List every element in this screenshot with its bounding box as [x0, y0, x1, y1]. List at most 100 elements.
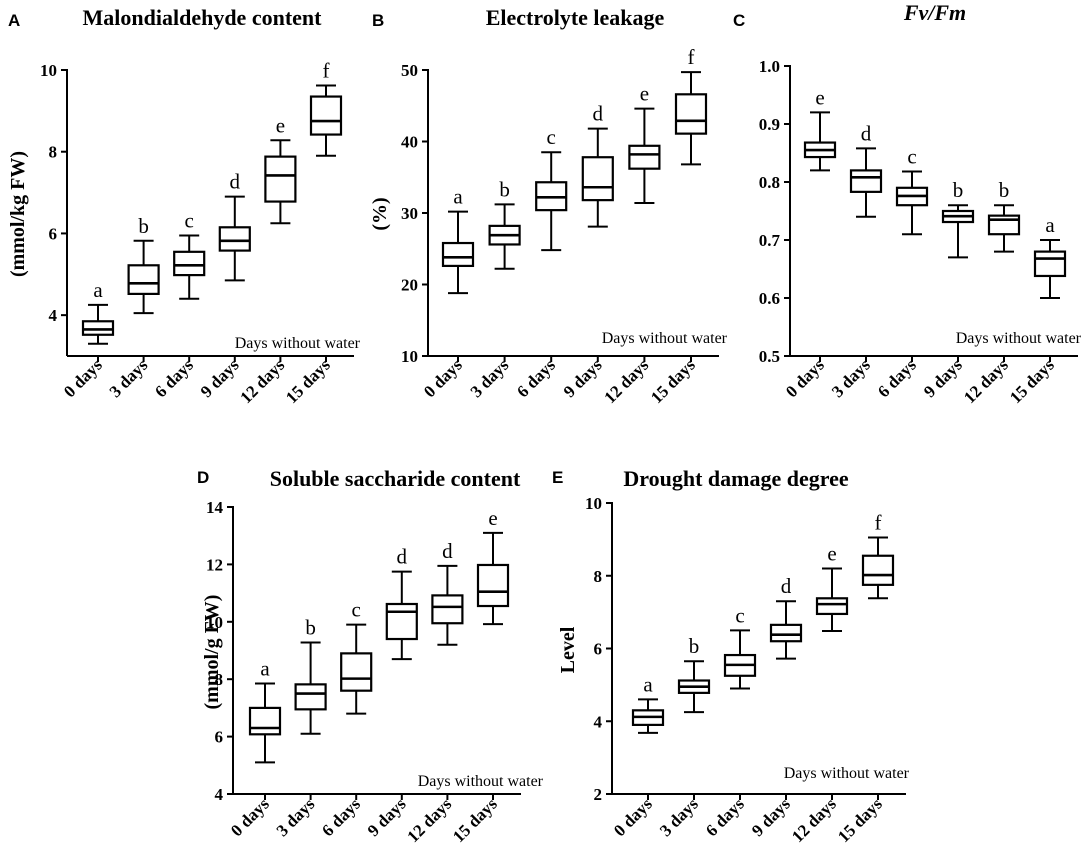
- box-6-days: c: [173, 208, 206, 300]
- significance-letter: f: [688, 45, 695, 69]
- significance-letter: b: [305, 615, 316, 639]
- box-3-days: b: [294, 615, 327, 735]
- iqr-box: [173, 250, 206, 277]
- x-tick-label: 6 days: [874, 355, 920, 401]
- iqr-box: [861, 554, 895, 586]
- panel-letter: C: [733, 11, 745, 30]
- significance-letter: d: [861, 121, 872, 145]
- x-axis-note: Days without water: [784, 765, 910, 782]
- significance-letter: b: [138, 214, 149, 238]
- x-tick-label: 0 days: [60, 355, 106, 401]
- panel-letter: D: [197, 468, 209, 487]
- box-9-days: d: [385, 545, 418, 661]
- box-9-days: b: [941, 178, 975, 259]
- box-0-days: a: [248, 657, 282, 764]
- box-3-days: b: [677, 634, 711, 714]
- y-tick-label: 4: [594, 712, 603, 731]
- box-15-days: f: [309, 59, 343, 157]
- significance-letter: c: [547, 125, 556, 149]
- y-axis-label: (mmol/g FW): [201, 595, 223, 710]
- chart-title: Fv/Fm: [903, 0, 966, 25]
- box-0-days: e: [803, 85, 837, 172]
- iqr-box: [385, 602, 418, 641]
- y-axis-label: (%): [369, 197, 391, 230]
- y-tick-label: 6: [215, 728, 224, 747]
- significance-letter: c: [735, 603, 744, 627]
- significance-letter: d: [397, 545, 408, 569]
- significance-letter: e: [488, 506, 497, 530]
- significance-letter: f: [875, 511, 882, 535]
- box-12-days: b: [987, 178, 1021, 253]
- panel-d: D Soluble saccharide content (mmol/g FW) 4 6…: [197, 466, 544, 846]
- x-tick-label: 15 days: [282, 355, 334, 407]
- iqr-box: [1033, 250, 1067, 278]
- box-3-days: b: [127, 214, 160, 315]
- box-0-days: a: [441, 185, 475, 295]
- x-tick-label: 6 days: [151, 355, 197, 401]
- box-3-days: b: [488, 177, 521, 270]
- box-9-days: d: [218, 170, 251, 282]
- significance-letter: d: [593, 102, 604, 126]
- significance-letter: b: [689, 634, 700, 658]
- iqr-box: [674, 93, 708, 135]
- x-tick-label: 15 days: [1006, 355, 1058, 407]
- iqr-box: [815, 597, 849, 616]
- box-6-days: c: [535, 125, 568, 252]
- y-tick-label: 10: [401, 347, 418, 366]
- x-tick-label: 12 days: [403, 794, 455, 846]
- y-tick-label: 10: [206, 613, 223, 632]
- iqr-box: [127, 264, 160, 295]
- y-tick-label: 8: [49, 143, 58, 162]
- x-tick-label: 12 days: [960, 355, 1012, 407]
- y-tick-label: 50: [401, 61, 418, 80]
- significance-letter: d: [230, 170, 241, 194]
- box-15-days: e: [476, 506, 510, 626]
- significance-letter: a: [643, 672, 653, 696]
- x-tick-label: 12 days: [788, 794, 840, 846]
- significance-letter: a: [93, 278, 103, 302]
- iqr-box: [849, 169, 883, 193]
- box-15-days: a: [1033, 213, 1067, 299]
- y-tick-label: 6: [594, 640, 603, 659]
- box-15-days: f: [674, 45, 708, 166]
- y-tick-label: 6: [49, 224, 58, 243]
- box-3-days: d: [849, 121, 883, 218]
- significance-letter: b: [499, 177, 510, 201]
- y-tick-label: 14: [206, 498, 224, 517]
- box-6-days: c: [340, 598, 373, 715]
- x-tick-label: 9 days: [560, 355, 606, 401]
- y-tick-label: 12: [206, 555, 223, 574]
- x-axis-note: Days without water: [418, 773, 544, 790]
- significance-letter: e: [276, 113, 285, 137]
- x-tick-label: 0 days: [420, 355, 466, 401]
- x-axis-note: Days without water: [235, 335, 361, 352]
- significance-letter: c: [907, 145, 916, 169]
- significance-letter: e: [815, 85, 824, 109]
- x-tick-label: 15 days: [647, 355, 699, 407]
- x-tick-label: 15 days: [834, 794, 886, 846]
- x-tick-label: 0 days: [227, 794, 273, 840]
- y-tick-label: 0.9: [759, 115, 780, 134]
- x-tick-label: 6 days: [513, 355, 559, 401]
- x-tick-label: 15 days: [449, 794, 501, 846]
- box-12-days: e: [264, 113, 297, 225]
- x-tick-label: 12 days: [236, 355, 288, 407]
- iqr-box: [218, 226, 251, 252]
- iqr-box: [769, 623, 803, 643]
- chart-title: Electrolyte leakage: [486, 5, 665, 30]
- significance-letter: e: [640, 82, 649, 106]
- y-tick-label: 10: [585, 494, 602, 513]
- box-6-days: c: [895, 145, 929, 236]
- chart-title: Soluble saccharide content: [270, 466, 521, 491]
- box-9-days: d: [581, 102, 614, 228]
- x-tick-label: 3 days: [828, 355, 874, 401]
- y-axis-label: Level: [557, 626, 579, 673]
- x-tick-label: 3 days: [656, 794, 702, 840]
- significance-letter: d: [442, 539, 453, 563]
- x-tick-label: 12 days: [600, 355, 652, 407]
- y-tick-label: 1.0: [759, 57, 780, 76]
- x-tick-label: 6 days: [702, 794, 748, 840]
- y-tick-label: 20: [401, 276, 418, 295]
- x-axis-note: Days without water: [956, 330, 1082, 347]
